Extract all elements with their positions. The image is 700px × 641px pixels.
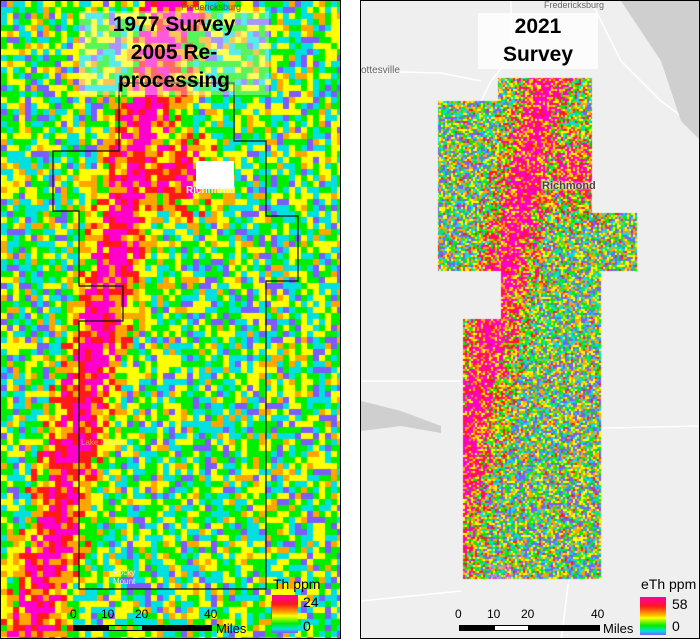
scale-tick: 10: [487, 607, 501, 621]
scale-tick: 20: [135, 607, 149, 621]
legend-max: 58: [672, 596, 688, 612]
map-panel-1977: 1977 Survey 2005 Re-processing Frederick…: [0, 0, 341, 639]
legend-color-ramp: [640, 597, 666, 635]
map-panel-2021: 2021 Survey Fredericksburg ottesville Ri…: [360, 0, 700, 639]
legend-title: eTh ppm: [641, 576, 697, 592]
scale-segment: [459, 625, 495, 631]
scale-unit: Miles: [216, 621, 247, 636]
scale-segment: [142, 625, 212, 631]
title-line2: 2005 Re-processing: [117, 41, 231, 92]
city-line1: Rocky: [113, 568, 136, 577]
scale-tick: 40: [591, 607, 605, 621]
city-label-richmond: Richmond: [186, 185, 235, 196]
city-label-rocky-mount: Rocky Mount: [113, 568, 135, 586]
city-line2: Mount: [489, 572, 512, 581]
city-label-mid: Lake Gaston: [81, 438, 127, 447]
city-line2: Mount: [113, 577, 136, 586]
scale-tick: 0: [70, 607, 77, 621]
scale-tick: 0: [455, 607, 462, 621]
scale-tick: 40: [204, 607, 218, 621]
city-label-fredericksburg: Fredericksburg: [181, 2, 242, 12]
scale-segment: [73, 625, 109, 631]
scale-segment: [108, 625, 143, 631]
scale-tick: 20: [521, 607, 535, 621]
city-label-richmond: Richmond: [542, 180, 596, 192]
map-title-2021: 2021 Survey: [478, 13, 598, 69]
legend-max: 24: [303, 594, 319, 610]
legend-title: Th ppm: [273, 576, 321, 592]
scale-segment: [528, 625, 600, 631]
title-line1: 1977 Survey: [112, 13, 236, 36]
city-line1: Rocky: [489, 563, 512, 572]
map-title-1977: 1977 Survey 2005 Re-processing: [79, 11, 269, 95]
scale-segment: [494, 625, 529, 631]
city-label-rocky-mount: Rocky Mount: [489, 563, 511, 581]
thorium-raster-1977: [1, 1, 340, 638]
scale-tick: 10: [101, 607, 115, 621]
legend-min: 0: [303, 618, 311, 634]
city-label-charlottesville: ottesville: [361, 65, 400, 76]
scale-unit: Miles: [603, 621, 634, 636]
city-label-fredericksburg: Fredericksburg: [544, 0, 605, 10]
thorium-raster-2021: [361, 1, 699, 638]
legend-color-ramp: [272, 595, 298, 633]
survey-outline: [52, 82, 299, 590]
legend-min: 0: [672, 618, 680, 634]
